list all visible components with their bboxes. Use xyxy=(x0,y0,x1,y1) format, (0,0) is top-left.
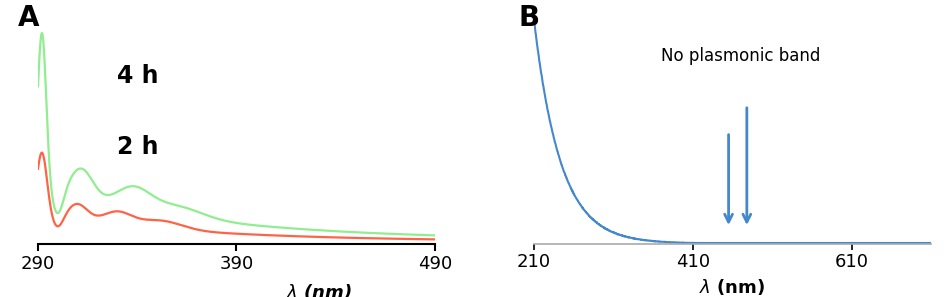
Text: $\lambda$ (nm): $\lambda$ (nm) xyxy=(286,282,352,297)
Text: 2 h: 2 h xyxy=(118,135,159,159)
Text: A: A xyxy=(18,4,40,32)
Text: No plasmonic band: No plasmonic band xyxy=(661,47,820,65)
Text: 4 h: 4 h xyxy=(118,64,159,88)
X-axis label: $\lambda$ (nm): $\lambda$ (nm) xyxy=(699,277,766,297)
Text: B: B xyxy=(519,4,540,32)
